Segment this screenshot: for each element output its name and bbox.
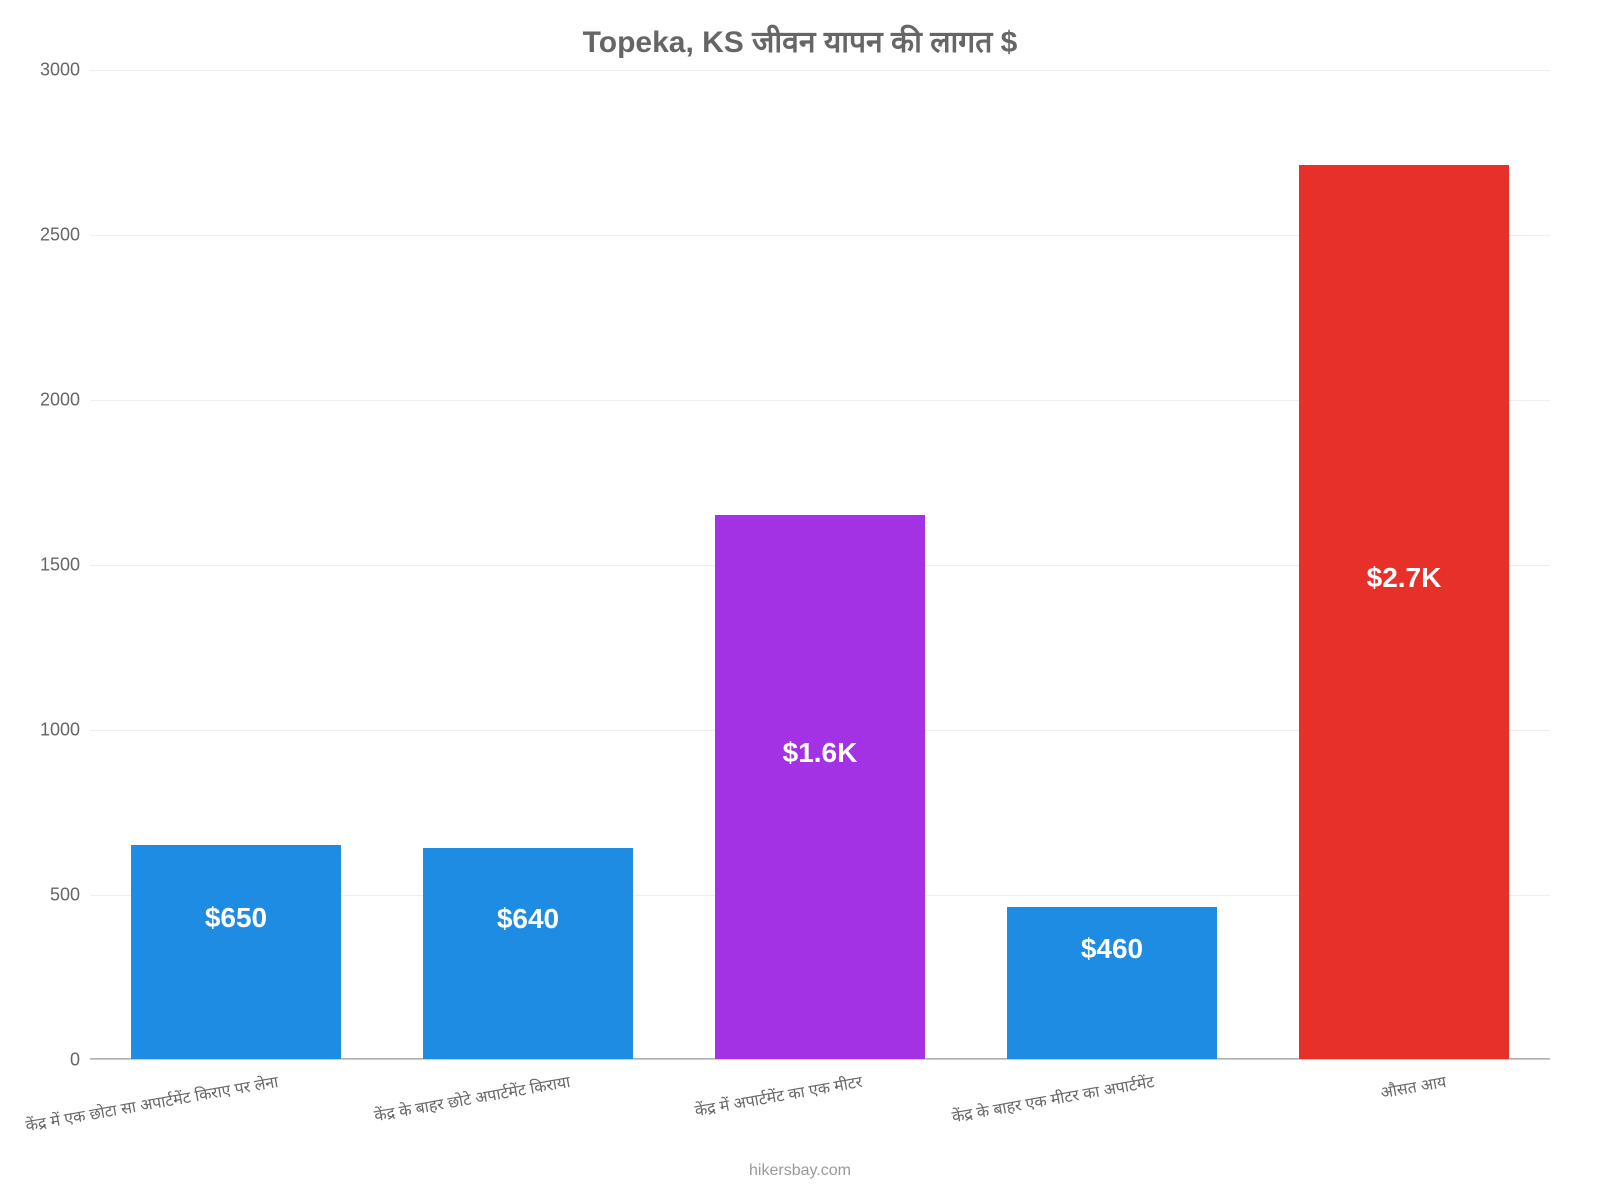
bar-value-label: $2.7K xyxy=(1299,562,1509,594)
bar: $2.7K xyxy=(1299,165,1509,1059)
bar: $460 xyxy=(1007,907,1217,1059)
chart-container: Topeka, KS जीवन यापन की लागत $ $650$640$… xyxy=(0,0,1600,1200)
credit-label: hikersbay.com xyxy=(0,1162,1600,1180)
bar-value-label: $640 xyxy=(423,903,633,935)
bar: $650 xyxy=(131,845,341,1060)
chart-title: Topeka, KS जीवन यापन की लागत $ xyxy=(0,20,1600,61)
bar-value-label: $460 xyxy=(1007,933,1217,965)
y-tick-label: 3000 xyxy=(20,60,80,81)
gridline xyxy=(90,70,1550,71)
plot-area: $650 $640 $1.6K $460 $2.7K xyxy=(90,70,1550,1060)
bar: $640 xyxy=(423,848,633,1059)
bar-value-label: $1.6K xyxy=(715,737,925,769)
y-tick-label: 1500 xyxy=(20,555,80,576)
y-tick-label: 2000 xyxy=(20,390,80,411)
bar-value-label: $650 xyxy=(131,902,341,934)
y-tick-label: 500 xyxy=(20,885,80,906)
bar: $1.6K xyxy=(715,515,925,1060)
y-tick-label: 0 xyxy=(20,1050,80,1071)
y-tick-label: 1000 xyxy=(20,720,80,741)
y-tick-label: 2500 xyxy=(20,225,80,246)
